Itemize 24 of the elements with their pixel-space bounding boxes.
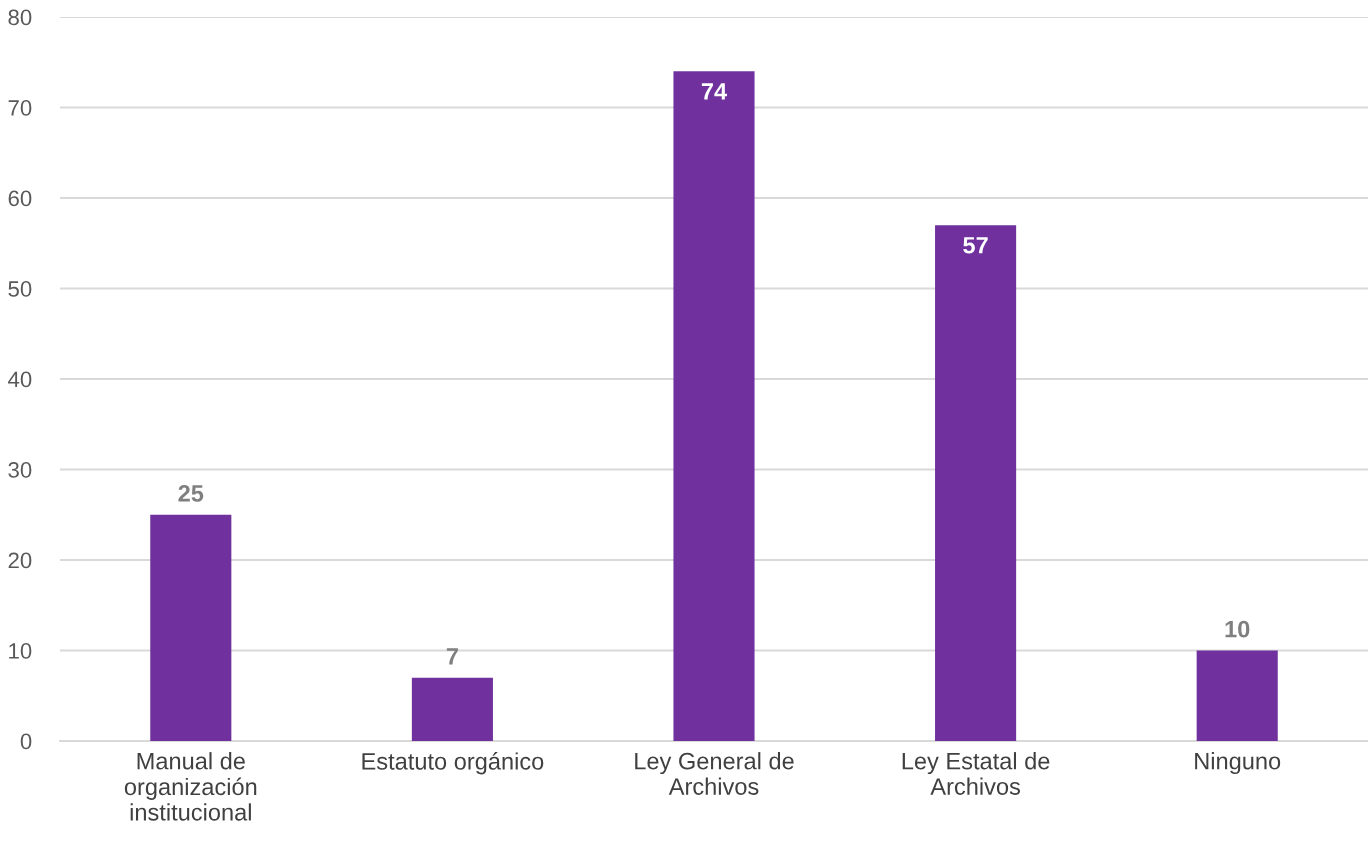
y-tick-label: 50 xyxy=(8,281,32,297)
data-label: 57 xyxy=(963,237,988,254)
y-tick-label: 0 xyxy=(20,733,32,750)
x-tick-label: Ley General de Archivos xyxy=(635,752,794,795)
data-label: 10 xyxy=(1225,620,1250,638)
y-tick-label: 40 xyxy=(8,371,32,388)
x-tick-label: Manual de organización institucional xyxy=(124,752,257,821)
y-tick-label: 60 xyxy=(8,190,32,207)
y-tick-label: 70 xyxy=(8,100,32,116)
bar xyxy=(935,225,1017,741)
bar xyxy=(1196,650,1278,741)
x-tick-label: Estatuto orgánico xyxy=(362,752,544,775)
data-label: 25 xyxy=(178,485,204,502)
bar xyxy=(411,677,493,741)
y-tick-label: 20 xyxy=(8,552,32,569)
data-label: 7 xyxy=(446,648,458,665)
y-tick-label: 30 xyxy=(8,462,32,478)
x-tick-label: Ninguno xyxy=(1195,752,1281,775)
bar xyxy=(673,71,755,741)
data-label: 74 xyxy=(701,83,728,100)
bar xyxy=(150,514,232,741)
y-tick-label: 10 xyxy=(9,643,32,659)
y-tick-label: 80 xyxy=(8,9,32,26)
x-tick-label: Ley Estatal de Archivos xyxy=(902,752,1050,795)
